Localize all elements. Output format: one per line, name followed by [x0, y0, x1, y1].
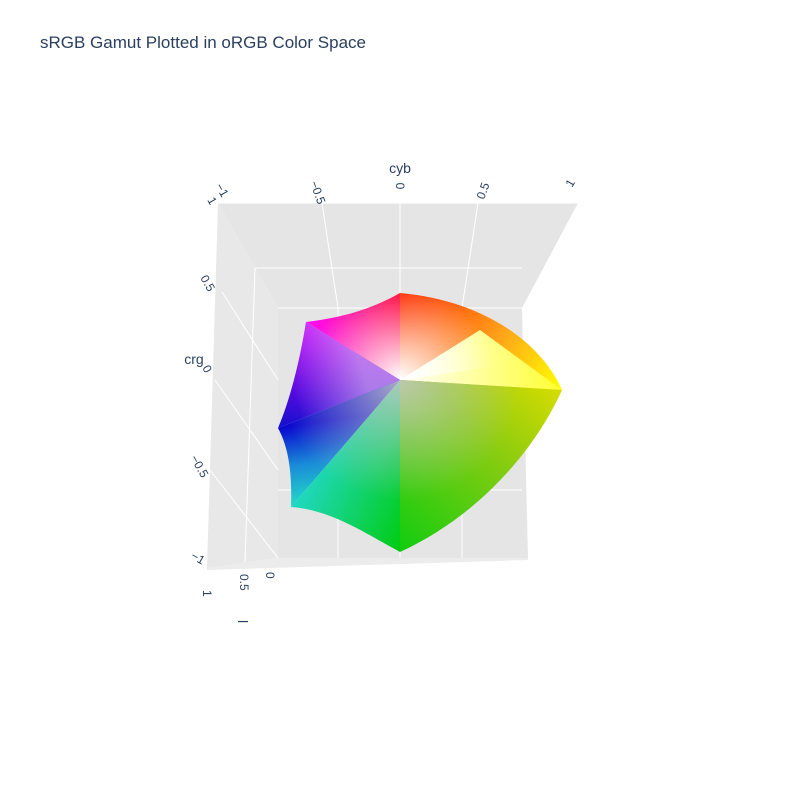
z-tick-label: 0	[263, 572, 277, 579]
surface-patch-magenta-blue-sheen	[278, 322, 400, 428]
x-axis-title: cyb	[389, 160, 411, 176]
z-axis-title: l	[235, 620, 251, 623]
floor-wall	[207, 558, 528, 570]
x-tick-label: −1	[213, 181, 232, 200]
surface-grey-center	[278, 380, 562, 552]
grid-line	[209, 469, 279, 559]
y-tick-label: −1	[189, 548, 208, 567]
x-axis: −1 −0.5 0 0.5 1 cyb	[213, 160, 579, 206]
y-tick-label: −0.5	[187, 453, 211, 481]
z-tick-label: 1	[200, 590, 214, 597]
gamut-surface[interactable]	[278, 293, 562, 552]
grid-line	[461, 202, 479, 309]
grid-line	[221, 291, 279, 381]
grid-line	[321, 202, 339, 309]
y-tick-label: 1	[204, 195, 220, 208]
surface-white-highlight	[306, 293, 540, 380]
back-wall-left	[207, 203, 278, 568]
y-tick-label: 0.5	[197, 273, 218, 295]
x-tick-label: 0	[393, 183, 407, 190]
y-axis-title: crg	[184, 351, 203, 367]
x-tick-label: 1	[562, 176, 578, 189]
grid-line	[214, 379, 279, 471]
z-tick-label: 0.5	[237, 574, 251, 591]
chart-title: sRGB Gamut Plotted in oRGB Color Space	[40, 33, 366, 52]
x-tick-label: −0.5	[307, 179, 328, 206]
grid-line	[244, 267, 256, 563]
z-axis: 1 0.5 0 l	[200, 572, 277, 623]
x-tick-label: 0.5	[474, 180, 493, 201]
back-wall-top	[218, 203, 578, 308]
